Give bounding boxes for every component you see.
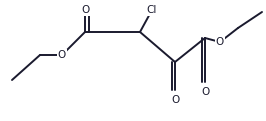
- Text: O: O: [171, 95, 179, 105]
- Text: O: O: [216, 37, 224, 47]
- Text: O: O: [81, 5, 89, 15]
- Text: Cl: Cl: [147, 5, 157, 15]
- Text: O: O: [201, 87, 209, 97]
- Text: O: O: [58, 50, 66, 60]
